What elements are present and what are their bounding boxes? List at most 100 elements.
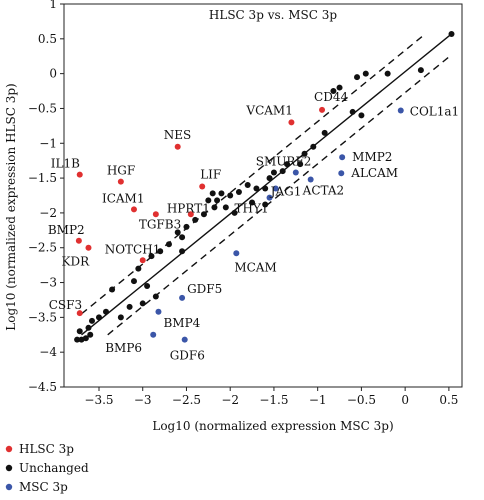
point-msc-3p bbox=[266, 194, 273, 201]
y-tick-label: −0.5 bbox=[28, 101, 57, 115]
x-tick-label: −3.5 bbox=[84, 393, 113, 407]
point-unchanged bbox=[218, 190, 225, 197]
point-hlsc-3p bbox=[130, 206, 137, 213]
x-tick-label: −0.5 bbox=[347, 393, 376, 407]
point-label-cd44: CD44 bbox=[314, 90, 348, 104]
point-hlsc-3p bbox=[187, 211, 194, 218]
legend-marker bbox=[5, 483, 13, 491]
point-hlsc-3p bbox=[139, 257, 146, 264]
point-msc-3p bbox=[181, 336, 188, 343]
point-hlsc-3p bbox=[199, 183, 206, 190]
point-label-bmp2: BMP2 bbox=[48, 223, 85, 237]
point-label-kdr: KDR bbox=[61, 255, 90, 269]
point-label-bmp6: BMP6 bbox=[105, 341, 142, 355]
chart-title: HLSC 3p vs. MSC 3p bbox=[209, 8, 337, 22]
y-tick-label: −2.5 bbox=[28, 241, 57, 255]
point-label-thy1: THY1 bbox=[235, 202, 269, 216]
point-unchanged bbox=[74, 336, 81, 343]
point-unchanged bbox=[358, 112, 365, 119]
legend-marker bbox=[5, 464, 13, 472]
lower-band-line bbox=[107, 54, 452, 336]
point-unchanged bbox=[192, 216, 199, 223]
point-unchanged bbox=[76, 328, 83, 335]
regression-line bbox=[81, 33, 452, 336]
point-unchanged bbox=[179, 248, 186, 255]
point-unchanged bbox=[200, 211, 207, 218]
trend-lines bbox=[81, 33, 452, 336]
point-unchanged bbox=[297, 161, 304, 168]
point-unchanged bbox=[165, 241, 172, 248]
point-unchanged bbox=[144, 283, 151, 290]
point-msc-3p bbox=[338, 170, 345, 177]
point-unchanged bbox=[211, 204, 218, 211]
point-label-icam1: ICAM1 bbox=[102, 191, 145, 205]
legend-marker bbox=[5, 445, 13, 453]
y-tick-label: −2 bbox=[39, 206, 57, 220]
point-unchanged bbox=[157, 248, 164, 255]
point-label-gdf5: GDF5 bbox=[187, 282, 222, 296]
point-label-tgfb3: TGFB3 bbox=[139, 217, 181, 231]
point-hlsc-3p bbox=[76, 171, 83, 178]
point-unchanged bbox=[179, 234, 186, 241]
point-unchanged bbox=[235, 189, 242, 196]
x-tick-label: 0.5 bbox=[439, 393, 458, 407]
y-axis-title: Log10 (normalized expression HLSC 3p) bbox=[4, 83, 18, 330]
x-tick-label: −3 bbox=[134, 393, 152, 407]
point-msc-3p bbox=[233, 250, 240, 257]
point-label-mcam: MCAM bbox=[234, 260, 276, 274]
chart-legend: HLSC 3p Unchanged MSC 3p bbox=[5, 442, 89, 494]
point-label-jag1: JAG1 bbox=[269, 185, 302, 199]
point-label-notch1: NOTCH1 bbox=[105, 242, 161, 256]
point-unchanged bbox=[209, 190, 216, 197]
point-unchanged bbox=[87, 331, 94, 338]
point-unchanged bbox=[270, 169, 277, 176]
point-unchanged bbox=[284, 161, 291, 168]
point-unchanged bbox=[109, 286, 116, 293]
x-axis-title: Log10 (normalized expression MSC 3p) bbox=[152, 419, 393, 433]
point-unchanged bbox=[321, 129, 328, 136]
legend-label: MSC 3p bbox=[19, 480, 68, 494]
point-label-col1a1: COL1a1 bbox=[410, 105, 459, 119]
point-unchanged bbox=[301, 150, 308, 157]
point-label-bmp4: BMP4 bbox=[163, 316, 200, 330]
y-tick-label: 0 bbox=[49, 67, 57, 81]
point-label-csf3: CSF3 bbox=[49, 298, 82, 312]
point-unchanged bbox=[183, 223, 190, 230]
point-unchanged bbox=[231, 209, 238, 216]
y-tick-label: −1 bbox=[39, 136, 57, 150]
legend-label: Unchanged bbox=[19, 461, 89, 475]
point-unchanged bbox=[249, 199, 256, 206]
point-hlsc-3p bbox=[75, 237, 82, 244]
point-unchanged bbox=[279, 168, 286, 175]
point-label-smurf2: SMURF2 bbox=[256, 155, 312, 169]
x-tick-label: 0 bbox=[401, 393, 409, 407]
y-tick-label: 0.5 bbox=[38, 32, 57, 46]
point-label-acta2: ACTA2 bbox=[302, 183, 345, 197]
point-unchanged bbox=[174, 229, 181, 236]
point-unchanged bbox=[336, 84, 343, 91]
point-unchanged bbox=[262, 201, 269, 208]
point-unchanged bbox=[266, 175, 273, 182]
y-tick-label: −1.5 bbox=[28, 171, 57, 185]
point-msc-3p bbox=[272, 185, 279, 192]
point-unchanged bbox=[117, 314, 124, 321]
point-label-hgf: HGF bbox=[107, 164, 135, 178]
point-msc-3p bbox=[150, 331, 157, 338]
point-label-nes: NES bbox=[164, 128, 191, 142]
point-unchanged bbox=[205, 197, 212, 204]
point-unchanged bbox=[152, 293, 159, 300]
point-unchanged bbox=[417, 67, 424, 74]
point-unchanged bbox=[214, 197, 221, 204]
point-unchanged bbox=[354, 74, 361, 81]
point-unchanged bbox=[448, 30, 455, 37]
point-unchanged bbox=[227, 192, 234, 199]
point-msc-3p bbox=[292, 169, 299, 176]
point-label-gdf6: GDF6 bbox=[170, 349, 205, 363]
point-msc-3p bbox=[397, 107, 404, 114]
x-tick-label: −1 bbox=[309, 393, 327, 407]
chart-axes: −3.5 −3 −2.5 −2 −1.5 −1 −0.5 0 0.5 1 0.5 0 −0.5 −1 −1.… bbox=[28, 0, 463, 407]
point-msc-3p bbox=[155, 308, 162, 315]
data-points bbox=[74, 30, 455, 343]
point-unchanged bbox=[95, 314, 102, 321]
